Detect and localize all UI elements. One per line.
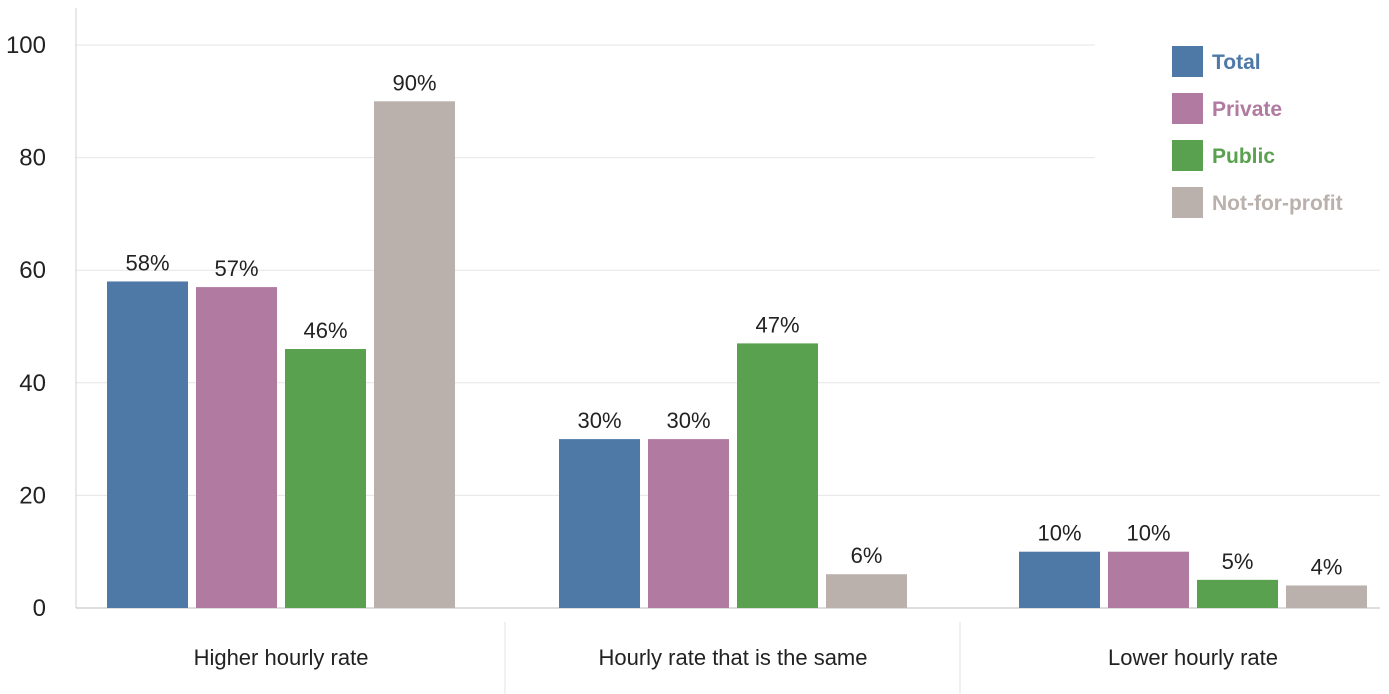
legend-background <box>1095 30 1385 230</box>
data-label: 30% <box>666 408 710 433</box>
legend-swatch <box>1172 46 1203 77</box>
bar <box>648 439 729 608</box>
bar <box>1108 551 1189 608</box>
data-label: 5% <box>1222 549 1254 574</box>
data-label: 47% <box>755 312 799 337</box>
y-tick-label: 100 <box>6 32 46 59</box>
bar <box>826 574 907 608</box>
bar <box>1286 585 1367 608</box>
y-tick-label: 20 <box>19 482 46 509</box>
data-labels: 58% 30% 10% 57% 30% 10% 46% 47% 5% 90% 6% 4% <box>125 70 1342 579</box>
legend-swatch <box>1172 140 1203 171</box>
data-label: 6% <box>851 543 883 568</box>
data-label: 10% <box>1126 521 1170 546</box>
data-label: 58% <box>125 250 169 275</box>
bar <box>737 343 818 608</box>
bar <box>285 349 366 608</box>
legend: Total Private Public Not-for-profit <box>1095 30 1385 230</box>
data-label: 4% <box>1311 554 1343 579</box>
bar <box>107 281 188 608</box>
legend-label: Private <box>1212 98 1282 121</box>
bar <box>559 439 640 608</box>
bars <box>107 101 1367 609</box>
bar <box>1019 551 1100 608</box>
y-tick-label: 60 <box>19 257 46 284</box>
y-tick-label: 80 <box>19 145 46 172</box>
data-label: 57% <box>214 256 258 281</box>
legend-swatch <box>1172 93 1203 124</box>
legend-label: Not-for-profit <box>1212 192 1343 215</box>
bar <box>196 287 277 608</box>
x-category-label: Hourly rate that is the same <box>598 645 867 670</box>
x-category-label: Lower hourly rate <box>1108 645 1278 670</box>
data-label: 46% <box>303 318 347 343</box>
data-label: 30% <box>577 408 621 433</box>
x-category-label: Higher hourly rate <box>194 645 369 670</box>
legend-swatch <box>1172 187 1203 218</box>
legend-label: Total <box>1212 51 1261 74</box>
data-label: 10% <box>1037 521 1081 546</box>
bar <box>374 101 455 609</box>
data-label: 90% <box>392 70 436 95</box>
y-tick-label: 40 <box>19 370 46 397</box>
y-tick-label: 0 <box>33 595 46 622</box>
legend-label: Public <box>1212 145 1275 168</box>
bar <box>1197 579 1278 608</box>
